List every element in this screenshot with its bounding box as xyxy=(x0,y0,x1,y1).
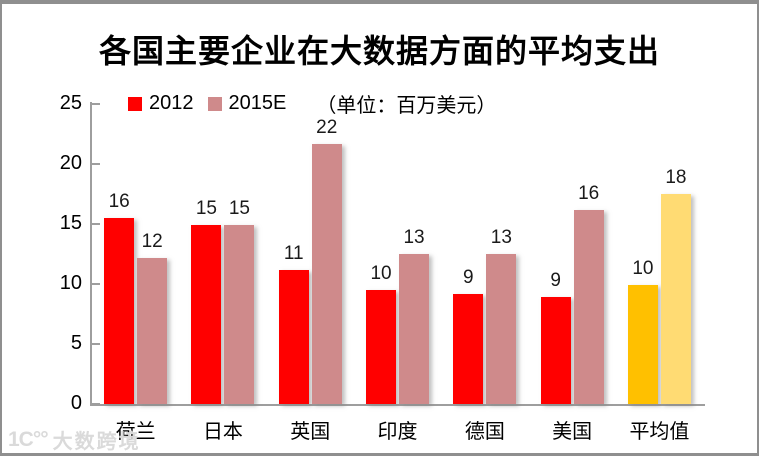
category-label-英国: 英国 xyxy=(290,421,331,443)
bar-value-label: 10 xyxy=(632,258,654,279)
watermark-brand-text: 大数跨境 xyxy=(52,431,141,453)
watermark: 1C°° 大数跨境 xyxy=(8,425,141,454)
bar-2012-德国 xyxy=(453,294,484,404)
bar-value-label: 9 xyxy=(463,267,474,288)
legend: 2012 2015E （单位：百万美元） xyxy=(128,89,496,118)
bar-2012-荷兰 xyxy=(104,218,135,404)
bar-value-label: 12 xyxy=(141,231,163,252)
bar-2015E-荷兰 xyxy=(137,258,168,404)
bar-value-label: 18 xyxy=(665,167,687,188)
y-axis-tick xyxy=(92,283,100,285)
bar-value-label: 13 xyxy=(490,227,512,248)
bar-value-label: 22 xyxy=(316,117,338,138)
legend-swatch-2015e-icon xyxy=(207,96,222,111)
category-label-德国: 德国 xyxy=(464,421,505,443)
category-label-荷兰: 荷兰 xyxy=(115,421,156,443)
bar-2015E-德国 xyxy=(486,254,517,404)
bar-2015E-印度 xyxy=(399,254,430,404)
bar-2012-美国 xyxy=(540,297,571,404)
y-axis-tick-label: 10 xyxy=(59,272,82,294)
category-label-美国: 美国 xyxy=(552,421,593,443)
bar-value-label: 10 xyxy=(370,263,392,284)
bar-value-label: 9 xyxy=(550,270,561,291)
y-axis-tick-label: 25 xyxy=(59,92,82,114)
bar-2012-平均值 xyxy=(627,285,658,404)
bar-value-label: 13 xyxy=(403,227,425,248)
y-axis-tick xyxy=(92,403,100,405)
y-axis-tick-label: 20 xyxy=(59,152,82,174)
bar-2012-日本 xyxy=(191,225,222,404)
y-axis-tick-label: 0 xyxy=(70,392,82,414)
y-axis-tick xyxy=(92,103,100,105)
bar-value-label: 15 xyxy=(228,198,250,219)
legend-label-2012: 2012 xyxy=(149,92,194,114)
y-axis-tick-label: 5 xyxy=(70,332,82,354)
bar-2015E-平均值 xyxy=(660,194,691,404)
y-axis-tick xyxy=(92,343,100,345)
category-label-印度: 印度 xyxy=(377,421,418,443)
category-label-日本: 日本 xyxy=(202,421,243,443)
bar-value-label: 16 xyxy=(578,183,600,204)
legend-swatch-2012-icon xyxy=(128,96,142,111)
watermark-logo-icon: 1C°° xyxy=(8,427,49,451)
y-axis-tick xyxy=(92,223,100,225)
x-axis-line xyxy=(90,404,705,406)
y-axis-line xyxy=(90,102,92,406)
chart-title: 各国主要企业在大数据方面的平均支出 xyxy=(98,33,660,69)
bar-2015E-日本 xyxy=(224,225,255,404)
bar-value-label: 15 xyxy=(195,198,217,219)
y-axis-tick xyxy=(92,163,100,165)
plot-area: 0 5 10 15 20 25 16 12 荷兰 15 15 日本 11 22 英国 10 13 印度 9 13 德国 9… xyxy=(2,4,757,453)
unit-note: （单位：百万美元） xyxy=(316,95,497,117)
bar-2012-英国 xyxy=(278,270,309,404)
y-axis-tick-label: 15 xyxy=(59,212,82,234)
bar-value-label: 11 xyxy=(283,243,304,264)
bar-value-label: 16 xyxy=(108,191,130,212)
legend-label-2015e: 2015E xyxy=(228,92,287,114)
bar-2012-印度 xyxy=(366,290,397,404)
bar-2015E-美国 xyxy=(573,210,604,404)
category-label-平均值: 平均值 xyxy=(629,421,690,443)
bar-2015E-英国 xyxy=(311,144,342,404)
